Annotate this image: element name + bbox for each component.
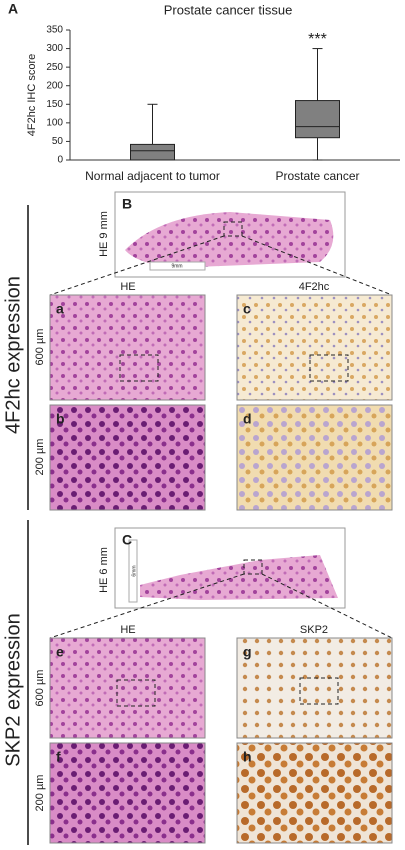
zoom-box — [299, 677, 339, 705]
panel-label: a — [56, 301, 64, 317]
image — [49, 637, 206, 739]
image — [49, 742, 206, 844]
tissue — [140, 555, 338, 600]
y-tick-label: 300 — [46, 43, 63, 54]
panel-label: h — [243, 749, 252, 765]
x-tick-label: Normal adjacent to tumor — [85, 169, 220, 183]
column-label: 4F2hc — [299, 281, 330, 293]
scale-text: 6mm — [131, 565, 137, 576]
zoom-line — [49, 235, 225, 296]
panel-label: C — [122, 532, 132, 548]
y-tick-label: 350 — [46, 25, 63, 36]
scale-bar — [149, 261, 206, 271]
panel-label: e — [56, 644, 64, 660]
y-tick-label: 150 — [46, 99, 63, 110]
panel-label: d — [243, 411, 252, 427]
column-label: SKP2 — [300, 624, 328, 636]
image — [236, 742, 393, 844]
column-label: HE — [120, 281, 135, 293]
annotation: *** — [308, 31, 327, 48]
y-tick-label: 100 — [46, 117, 63, 128]
zoom-box — [309, 354, 349, 382]
section-title: SKP2 expression — [2, 613, 24, 766]
scale-label: 600 µm — [34, 329, 46, 366]
zoom-line — [241, 235, 393, 296]
scale-text: 9mm — [171, 263, 182, 269]
panel-label: c — [243, 301, 251, 317]
overview-label: HE 9 mm — [98, 211, 110, 257]
scale-bar — [128, 539, 138, 603]
panel-label: A — [8, 1, 18, 17]
zoom-line — [49, 573, 245, 639]
zoom-line — [261, 573, 393, 639]
zoom-box — [116, 679, 156, 707]
y-tick-label: 0 — [57, 155, 63, 166]
zoom-box — [119, 354, 159, 382]
y-tick-label: 50 — [52, 136, 64, 147]
chart-title: Prostate cancer tissue — [164, 2, 293, 17]
tissue — [125, 212, 334, 268]
panel-label: b — [56, 411, 65, 427]
box — [130, 143, 175, 161]
plot: 0 50 100 150 200 250 300 350 Normal adjacent to … — [46, 25, 400, 183]
y-tick-label: 250 — [46, 62, 63, 73]
scale-label: 200 µm — [34, 775, 46, 812]
image — [236, 404, 393, 511]
scale-label: 200 µm — [34, 439, 46, 476]
x-tick-label: Prostate cancer — [275, 169, 359, 183]
image — [49, 404, 206, 511]
box — [295, 100, 340, 139]
column-label: HE — [120, 624, 135, 636]
zoom-box — [243, 559, 263, 575]
panel-label: f — [56, 749, 61, 765]
panel-label: g — [243, 644, 252, 660]
y-tick-label: 200 — [46, 80, 63, 91]
section-title: 4F2hc expression — [2, 276, 24, 434]
image — [236, 294, 393, 401]
y-axis-label: 4F2hc IHC score — [26, 54, 38, 137]
zoom-box — [223, 221, 243, 237]
overview-label: HE 6 mm — [98, 547, 110, 593]
image — [49, 294, 206, 401]
panel-label: B — [122, 196, 132, 212]
image — [236, 637, 393, 739]
scale-label: 600 µm — [34, 670, 46, 707]
